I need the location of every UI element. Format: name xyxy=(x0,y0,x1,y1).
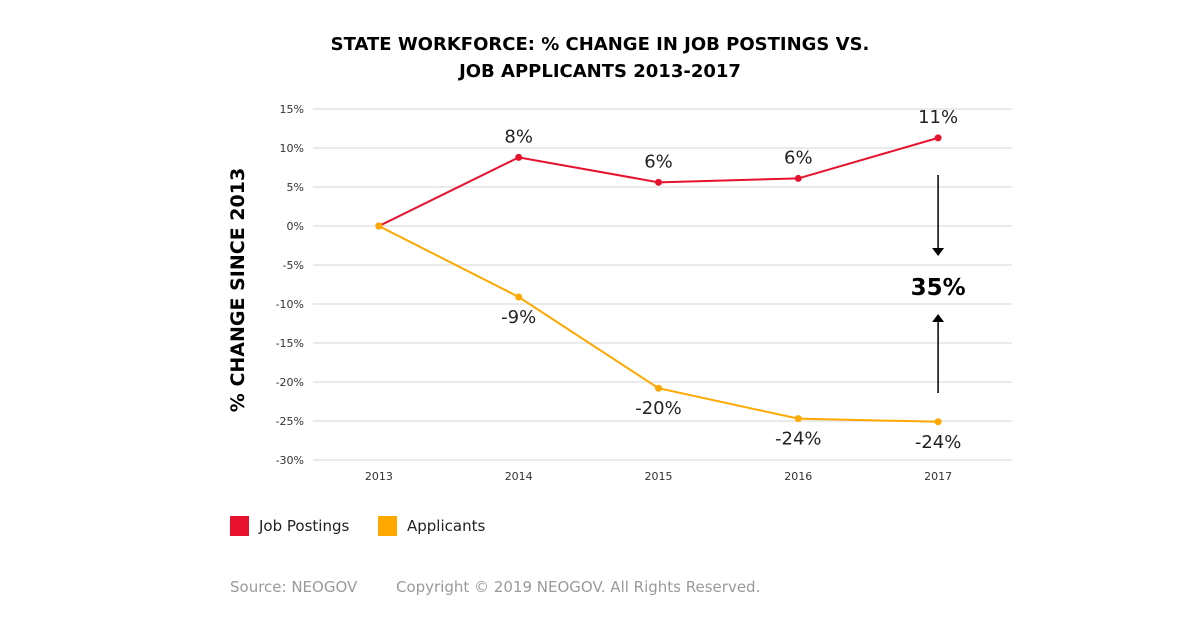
x-tick-label: 2014 xyxy=(505,470,533,483)
copyright-text: Copyright © 2019 NEOGOV. All Rights Rese… xyxy=(396,578,760,596)
source-text: Source: NEOGOV xyxy=(230,578,358,596)
y-axis-label: % CHANGE SINCE 2013 xyxy=(227,168,249,412)
data-label: -9% xyxy=(501,307,536,328)
data-label: 6% xyxy=(644,151,673,172)
legend-swatch xyxy=(230,516,249,536)
legend-label: Job Postings xyxy=(258,517,349,535)
x-tick-label: 2013 xyxy=(365,470,393,483)
data-label: 6% xyxy=(784,147,813,168)
y-tick-label: -15% xyxy=(276,337,304,350)
y-tick-label: 5% xyxy=(287,181,304,194)
data-label: -24% xyxy=(775,429,822,450)
data-point xyxy=(655,384,662,392)
x-tick-label: 2015 xyxy=(645,470,673,483)
arrow-up-icon xyxy=(932,314,945,322)
legend-swatch xyxy=(378,516,397,536)
data-point xyxy=(934,418,942,426)
data-point xyxy=(794,415,802,423)
data-label: 11% xyxy=(918,107,958,128)
series-applicants: -9% -20% -24% -24% xyxy=(375,222,962,453)
y-tick-label: 10% xyxy=(280,142,304,155)
x-tick-label: 2016 xyxy=(784,470,812,483)
data-label: 8% xyxy=(504,126,533,147)
data-point xyxy=(655,178,662,186)
data-point xyxy=(375,222,383,230)
y-tick-label: -10% xyxy=(276,298,304,311)
y-tick-label: -25% xyxy=(276,415,304,428)
series-line xyxy=(378,225,939,423)
x-tick-label: 2017 xyxy=(924,470,952,483)
data-label: -24% xyxy=(915,432,962,453)
y-tick-label: -30% xyxy=(276,454,304,467)
y-tick-label: -20% xyxy=(276,376,304,389)
data-point xyxy=(515,153,523,161)
arrow-down-icon xyxy=(932,248,945,256)
data-label: -20% xyxy=(635,398,682,419)
data-point xyxy=(515,293,523,301)
y-tick-label: 0% xyxy=(287,220,304,233)
data-point xyxy=(934,134,942,142)
y-tick-label: 15% xyxy=(280,103,304,116)
series-job-postings: 8% 6% 6% 11% xyxy=(375,107,958,230)
data-point xyxy=(794,174,802,182)
y-tick-label: -5% xyxy=(283,259,304,272)
chart-title-line-1: STATE WORKFORCE: % CHANGE IN JOB POSTING… xyxy=(331,34,870,55)
gap-annotation: 35% xyxy=(911,275,966,301)
chart-title-line-2: JOB APPLICANTS 2013-2017 xyxy=(457,61,741,82)
legend-label: Applicants xyxy=(407,517,485,535)
